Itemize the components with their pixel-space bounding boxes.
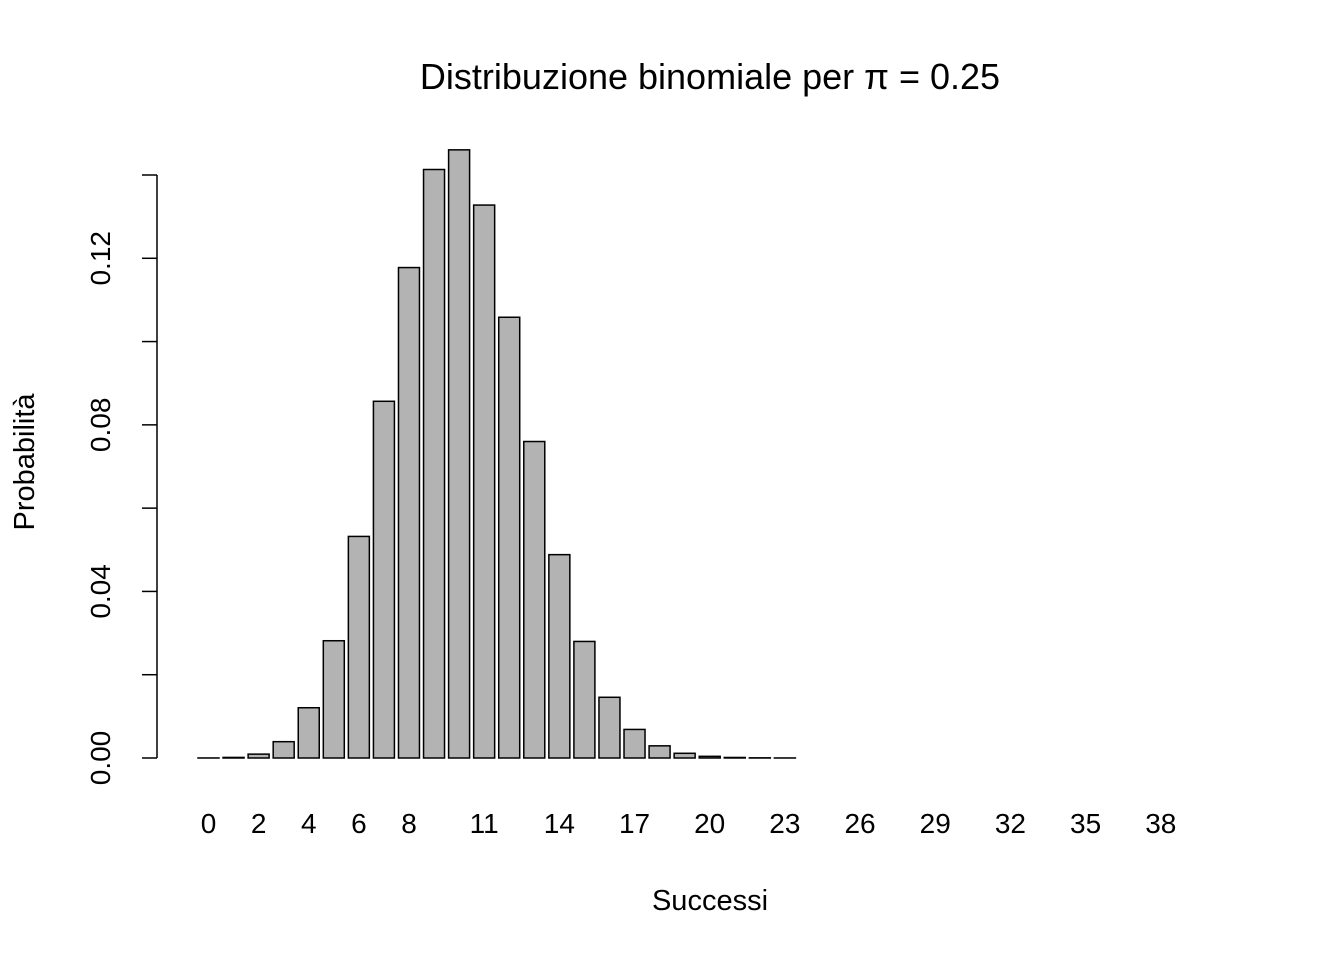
y-axis: 0.00 0.04 0.08 0.12 xyxy=(85,174,158,786)
x-tick-label: 20 xyxy=(694,808,725,839)
x-tick-label: 35 xyxy=(1070,808,1101,839)
y-tick-label: 0.00 xyxy=(85,731,116,786)
x-tick-label: 23 xyxy=(769,808,800,839)
bar-15 xyxy=(573,640,596,759)
x-tick-label: 17 xyxy=(619,808,650,839)
y-tick-label: 0.04 xyxy=(85,564,116,619)
bar-19 xyxy=(673,752,696,759)
x-tick-label: 14 xyxy=(544,808,575,839)
chart-title: Distribuzione binomiale per π = 0.25 xyxy=(420,56,1000,97)
bar-1 xyxy=(222,756,245,759)
bar-20 xyxy=(698,755,721,759)
bar-9 xyxy=(422,168,446,759)
bar-8 xyxy=(397,266,421,759)
x-tick-label: 0 xyxy=(201,808,217,839)
bar-2 xyxy=(247,753,270,759)
x-tick-label: 26 xyxy=(844,808,875,839)
bar-4 xyxy=(297,706,320,759)
x-tick-labels: 0 2 4 6 8 11 14 17 20 23 26 29 32 35 38 xyxy=(201,808,1177,839)
y-tick-label: 0.08 xyxy=(85,398,116,453)
bar-3 xyxy=(272,740,295,759)
bar-18 xyxy=(648,745,671,759)
x-tick-label: 2 xyxy=(251,808,267,839)
bar-17 xyxy=(623,728,646,759)
x-axis-title: Successi xyxy=(652,885,768,917)
bar-12 xyxy=(497,316,521,759)
bar-13 xyxy=(523,440,546,759)
y-axis-title: Probabilità xyxy=(9,393,41,531)
x-tick-label: 32 xyxy=(995,808,1026,839)
bar-5 xyxy=(322,639,346,759)
bar-11 xyxy=(472,204,496,759)
x-tick-label: 11 xyxy=(470,808,499,839)
bar-21 xyxy=(723,756,747,759)
bar-16 xyxy=(598,696,621,759)
bars xyxy=(197,149,797,759)
bar-6 xyxy=(347,535,371,759)
x-tick-label: 29 xyxy=(920,808,951,839)
y-tick-label: 0.12 xyxy=(85,231,116,286)
x-tick-label: 38 xyxy=(1145,808,1176,839)
bar-14 xyxy=(548,553,571,759)
bar-7 xyxy=(372,400,396,759)
bar-10 xyxy=(447,149,471,759)
x-tick-label: 6 xyxy=(351,808,367,839)
x-tick-label: 8 xyxy=(401,808,417,839)
x-tick-label: 4 xyxy=(301,808,317,839)
